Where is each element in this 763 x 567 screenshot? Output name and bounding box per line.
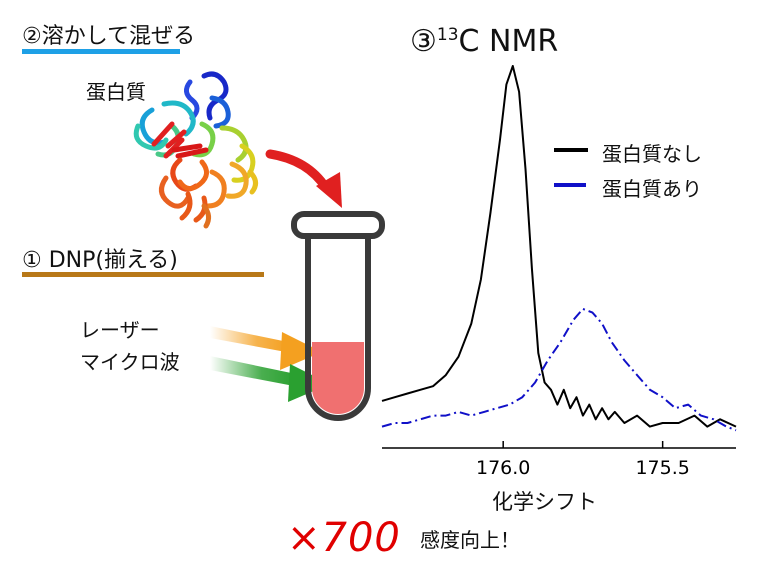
step1-label: ① DNP(揃える) [22, 248, 178, 273]
microwave-label: マイクロ波 [80, 350, 180, 374]
laser-label: レーザー [80, 318, 160, 342]
x-axis-title: 化学シフト [492, 490, 597, 514]
nmr-step-number: ③ [410, 24, 437, 59]
protein-label: 蛋白質 [86, 80, 146, 104]
x-tick-label: 176.0 [476, 457, 530, 479]
step2-underline [22, 49, 180, 54]
nmr-isotope-superscript: 13 [436, 25, 459, 45]
red-arrow-icon [265, 149, 342, 208]
legend-label-without-protein: 蛋白質なし [602, 142, 702, 166]
nmr-title-text: C NMR [458, 24, 559, 59]
laser-beam-arrow [210, 326, 322, 370]
nmr-title: ③13C NMR [410, 24, 558, 59]
legend-swatch-with-protein [554, 183, 586, 187]
legend-label-with-protein: 蛋白質あり [602, 177, 702, 201]
sensitivity-improvement-label: 感度向上！ [420, 528, 520, 552]
step2-label: ②溶かして混ぜる [22, 24, 196, 49]
legend-swatch-without-protein [554, 148, 588, 152]
enhancement-factor: ×700 [287, 515, 401, 561]
spectrum-line-with-protein [381, 307, 737, 432]
spectrum-line-without-protein [381, 65, 737, 428]
protein-structure-image [133, 71, 258, 229]
nmr-sample-tube [291, 211, 385, 421]
x-tick-label: 175.5 [635, 457, 689, 479]
sample-solution [312, 342, 364, 414]
step1-underline [22, 272, 264, 277]
